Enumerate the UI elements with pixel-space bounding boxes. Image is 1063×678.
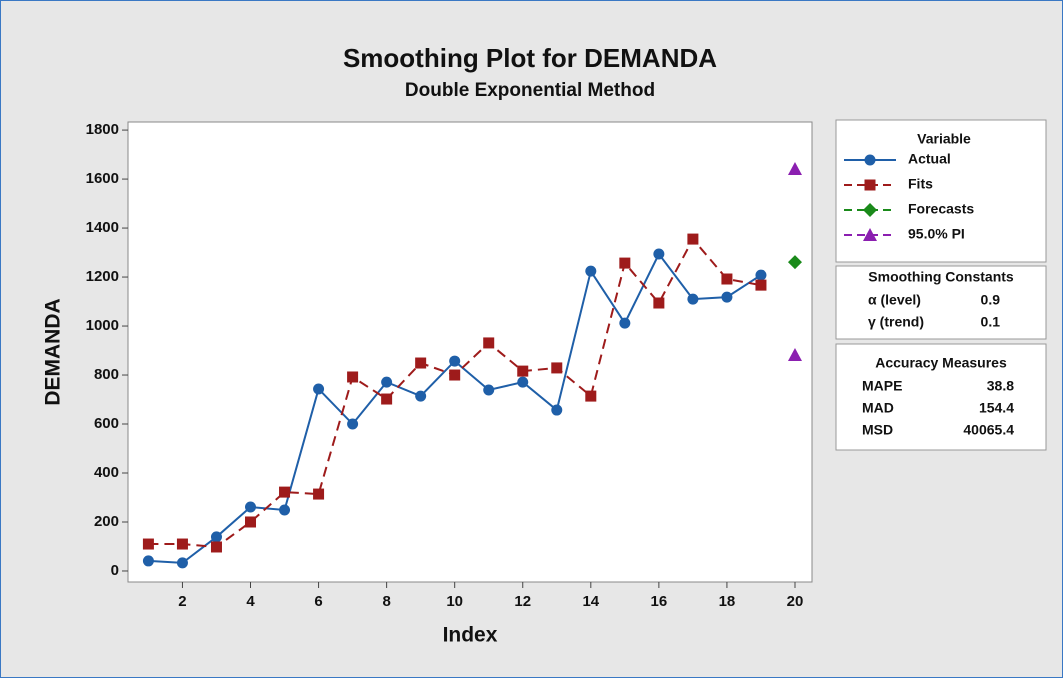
box-label: α (level) (868, 292, 921, 308)
data-point (787, 347, 802, 361)
data-point (687, 293, 699, 305)
x-tick-label: 14 (582, 593, 599, 610)
legend-label: Fits (908, 176, 933, 192)
legend-marker (863, 203, 877, 217)
data-point (585, 390, 597, 402)
box-label: MAD (862, 400, 894, 416)
x-tick-label: 10 (446, 593, 463, 610)
y-tick-label: 200 (94, 513, 119, 530)
chart-title: Smoothing Plot for DEMANDA (343, 43, 717, 73)
chart-subtitle: Double Exponential Method (405, 80, 655, 101)
x-tick-label: 16 (651, 593, 668, 610)
y-tick-label: 0 (111, 562, 119, 579)
legend-label: Forecasts (908, 201, 974, 217)
data-point (245, 516, 257, 528)
legend-marker (863, 228, 877, 241)
y-tick-label: 1000 (86, 317, 119, 334)
data-point (755, 279, 767, 291)
x-tick-label: 20 (787, 593, 804, 610)
y-tick-label: 800 (94, 366, 119, 383)
box-label: MSD (862, 422, 893, 438)
plot-area (127, 121, 813, 583)
box-label: γ (trend) (868, 314, 924, 330)
x-tick-label: 6 (314, 593, 322, 610)
legend-label: 95.0% PI (908, 226, 965, 242)
box-value: 0.9 (981, 292, 1001, 308)
box-value: 40065.4 (963, 422, 1014, 438)
legend-title: Variable (917, 131, 971, 147)
y-axis-label: DEMANDA (42, 298, 65, 405)
data-point (347, 371, 359, 383)
box-title: Accuracy Measures (875, 355, 1007, 371)
data-point (279, 504, 291, 516)
data-point (415, 390, 427, 402)
data-point (313, 383, 325, 395)
data-point (176, 557, 188, 569)
data-point (551, 362, 563, 374)
data-point (142, 555, 154, 567)
x-tick-label: 4 (246, 593, 255, 610)
y-tick-label: 1600 (86, 170, 119, 187)
x-tick-label: 18 (719, 593, 736, 610)
legend-label: Actual (908, 151, 951, 167)
box-title: Smoothing Constants (868, 269, 1014, 285)
data-point (210, 541, 222, 553)
data-point (653, 248, 665, 260)
data-point (483, 337, 495, 349)
data-point (755, 269, 767, 281)
box-value: 154.4 (979, 400, 1014, 416)
y-tick-label: 1200 (86, 268, 119, 285)
accuracy-box (835, 343, 1047, 451)
data-point (787, 255, 802, 270)
x-tick-label: 2 (178, 593, 186, 610)
data-point (619, 257, 631, 269)
box-value: 0.1 (981, 314, 1001, 330)
data-point (210, 531, 222, 543)
data-point (142, 538, 154, 550)
legend-marker (864, 179, 876, 191)
data-point (585, 265, 597, 277)
data-point (721, 273, 733, 285)
data-point (449, 355, 461, 367)
box-value: 38.8 (987, 378, 1014, 394)
data-point (721, 291, 733, 303)
y-tick-label: 1400 (86, 219, 119, 236)
data-point (619, 317, 631, 329)
data-point (449, 369, 461, 381)
data-point (415, 357, 427, 369)
data-point (245, 501, 257, 513)
data-point (313, 488, 325, 500)
data-point (279, 486, 291, 498)
data-point (381, 393, 393, 405)
x-axis-label: Index (443, 624, 498, 647)
data-point (517, 365, 529, 377)
box-label: MAPE (862, 378, 902, 394)
x-tick-label: 8 (382, 593, 390, 610)
smoothing-box (835, 265, 1047, 340)
legend-marker (864, 154, 876, 166)
data-point (653, 297, 665, 309)
data-point (787, 162, 802, 176)
data-point (483, 384, 495, 396)
y-tick-label: 400 (94, 464, 119, 481)
data-point (687, 233, 699, 245)
data-point (176, 538, 188, 550)
data-point (551, 404, 563, 416)
y-tick-label: 600 (94, 415, 119, 432)
data-point (517, 376, 529, 388)
data-point (381, 376, 393, 388)
y-tick-label: 1800 (86, 121, 119, 138)
x-tick-label: 12 (514, 593, 531, 610)
data-point (347, 418, 359, 430)
